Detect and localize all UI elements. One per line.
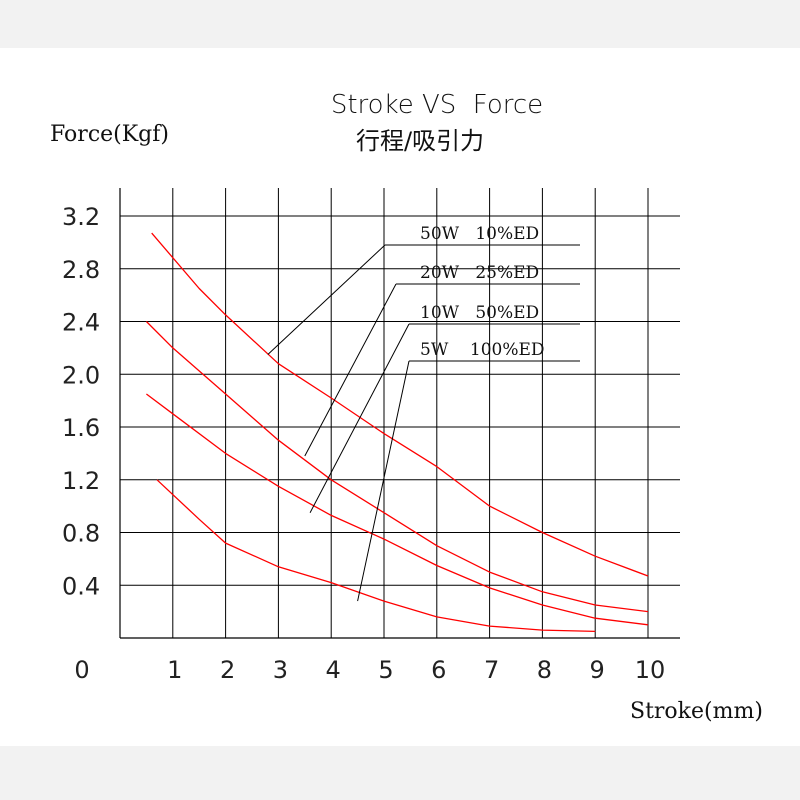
chart-canvas: 0.4 0.8 1.2 1.6 2.0 2.4 2.8 3.2 0 1 2 3 4 5 6 7 8 9 10 50… — [0, 48, 800, 746]
x-tick-label: 3 — [273, 656, 288, 684]
x-tick-label: 7 — [484, 656, 499, 684]
y-tick-labels: 0.4 0.8 1.2 1.6 2.0 2.4 2.8 3.2 — [62, 203, 100, 600]
x-tick-label: 8 — [537, 656, 552, 684]
x-tick-label: 4 — [326, 656, 341, 684]
x-tick-label: 2 — [220, 656, 235, 684]
y-tick-label: 3.2 — [62, 203, 100, 231]
legend-leader-line — [309, 323, 410, 513]
series-lines — [145, 232, 649, 633]
axes — [119, 188, 680, 639]
x-tick-label: 6 — [431, 656, 446, 684]
y-tick-label: 0.8 — [62, 520, 100, 548]
legend-entry: 10W 50%ED — [420, 303, 539, 323]
chart-subtitle: 行程/吸引力 — [356, 127, 484, 155]
x-axis-label: Stroke(mm) — [630, 699, 763, 724]
series-line — [146, 393, 649, 626]
y-tick-label: 2.4 — [62, 309, 100, 337]
x-tick-label: 1 — [167, 656, 182, 684]
legend-leader-line — [267, 244, 386, 355]
legend-entry: 20W 25%ED — [420, 263, 539, 283]
y-tick-label: 1.6 — [62, 414, 100, 442]
y-tick-label: 1.2 — [62, 467, 100, 495]
series-line — [156, 479, 596, 633]
legend-leader-line — [304, 283, 397, 457]
y-tick-label: 2.8 — [62, 256, 100, 284]
x-tick-labels: 0 1 2 3 4 5 6 7 8 9 10 — [74, 656, 665, 684]
legend: 50W 10%ED 20W 25%ED 10W 50%ED 5W 100%ED — [267, 224, 580, 602]
x-tick-label: 0 — [74, 656, 89, 684]
y-tick-label: 0.4 — [62, 572, 100, 600]
x-tick-label: 9 — [590, 656, 605, 684]
series-line — [151, 232, 649, 577]
x-tick-label: 10 — [635, 656, 666, 684]
stroke-force-chart: 0.4 0.8 1.2 1.6 2.0 2.4 2.8 3.2 0 1 2 3 4 5 6 7 8 9 10 50… — [50, 90, 763, 724]
legend-leader-line — [357, 360, 410, 602]
grid — [120, 188, 680, 638]
legend-entry: 5W 100%ED — [420, 340, 545, 360]
x-tick-label: 5 — [378, 656, 393, 684]
chart-title: Stroke VS Force — [331, 90, 543, 120]
y-tick-label: 2.0 — [62, 361, 100, 389]
series-line — [145, 321, 649, 613]
y-axis-label: Force(Kgf) — [50, 122, 169, 147]
legend-entry: 50W 10%ED — [420, 224, 539, 244]
